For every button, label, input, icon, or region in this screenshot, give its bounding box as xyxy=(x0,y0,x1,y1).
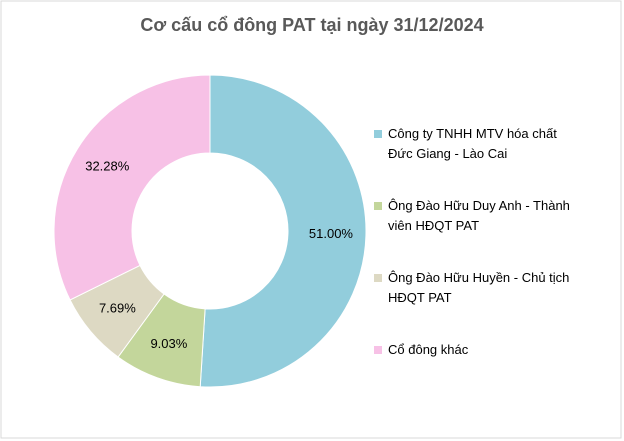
data-label: 9.03% xyxy=(150,336,187,351)
legend-item: Cổ đông khác xyxy=(374,340,574,412)
legend-label: Ông Đào Hữu Huyền - Chủ tịch HĐQT PAT xyxy=(388,270,570,305)
legend-label: Cổ đông khác xyxy=(388,342,469,357)
data-label: 51.00% xyxy=(309,226,354,241)
legend-item: Ông Đào Hữu Huyền - Chủ tịch HĐQT PAT xyxy=(374,268,574,340)
legend-label: Công ty TNHH MTV hóa chất Đức Giang - Là… xyxy=(388,126,557,161)
donut-slice xyxy=(53,74,211,301)
legend-item: Công ty TNHH MTV hóa chất Đức Giang - Là… xyxy=(374,124,574,196)
data-label: 7.69% xyxy=(99,300,136,315)
legend: Công ty TNHH MTV hóa chất Đức Giang - Là… xyxy=(374,124,574,412)
legend-item: Ông Đào Hữu Duy Anh - Thành viên HĐQT PA… xyxy=(374,196,574,268)
donut-slice xyxy=(199,74,367,388)
legend-swatch xyxy=(374,346,382,354)
legend-label: Ông Đào Hữu Duy Anh - Thành viên HĐQT PA… xyxy=(388,198,570,233)
data-label: 32.28% xyxy=(85,159,130,174)
chart-title: Cơ cấu cổ đông PAT tại ngày 31/12/2024 xyxy=(140,15,483,35)
legend-swatch xyxy=(374,274,382,282)
legend-swatch xyxy=(374,202,382,210)
legend-swatch xyxy=(374,130,382,138)
